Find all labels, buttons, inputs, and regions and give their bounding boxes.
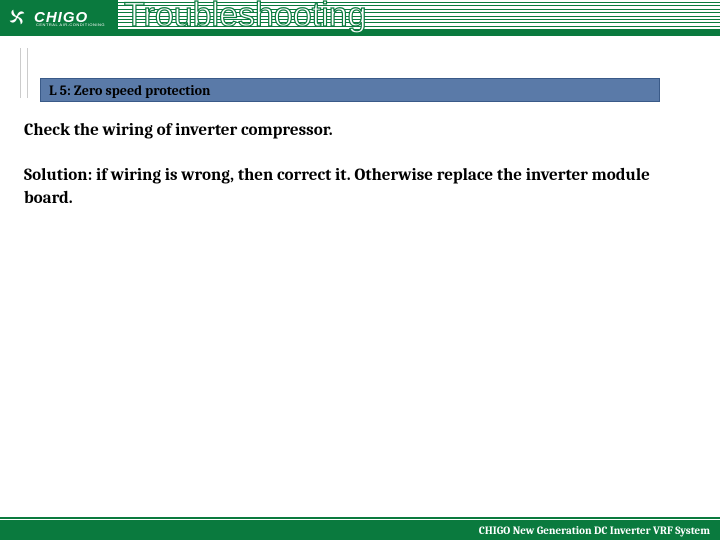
footer-bar: CHIGO New Generation DC Inverter VRF Sys…: [0, 520, 720, 540]
body-content: Check the wiring of inverter compressor.…: [24, 120, 694, 233]
brand-subtitle: CENTRAL AIR-CONDITIONING: [36, 22, 105, 27]
brand-block: CHIGO CENTRAL AIR-CONDITIONING: [0, 0, 118, 34]
left-margin-mark: [20, 48, 28, 98]
section-heading-text: L 5: Zero speed protection: [49, 82, 210, 99]
footer-text: CHIGO New Generation DC Inverter VRF Sys…: [479, 524, 710, 537]
section-heading-bar: L 5: Zero speed protection: [40, 78, 660, 102]
body-line-1: Check the wiring of inverter compressor.: [24, 120, 694, 143]
swirl-fan-icon: [6, 6, 28, 28]
page-title: Troubleshooting: [124, 0, 367, 35]
slide-header: CHIGO CENTRAL AIR-CONDITIONING Troublesh…: [0, 0, 720, 48]
body-line-2: Solution: if wiring is wrong, then corre…: [24, 165, 694, 211]
